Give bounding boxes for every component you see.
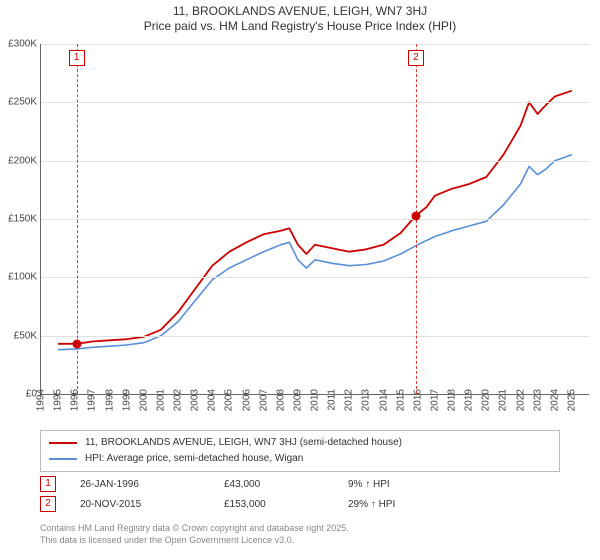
x-tick-label: 1994 [36, 389, 47, 411]
legend-row-series-1: 11, BROOKLANDS AVENUE, LEIGH, WN7 3HJ (s… [49, 435, 551, 451]
x-tick-label: 2025 [566, 389, 577, 411]
x-tick-label: 2009 [292, 389, 303, 411]
footer-line-2: This data is licensed under the Open Gov… [40, 534, 580, 546]
gridline-h [41, 161, 589, 162]
x-tick-label: 2016 [412, 389, 423, 411]
transaction-row-2: 2 20-NOV-2015 £153,000 29% ↑ HPI [40, 496, 560, 512]
x-tick-label: 2014 [378, 389, 389, 411]
x-tick-label: 1997 [87, 389, 98, 411]
x-tick-label: 2001 [155, 389, 166, 411]
y-tick-label: £150K [1, 214, 37, 225]
transaction-marker-box-1: 1 [69, 50, 85, 66]
x-tick-label: 2017 [429, 389, 440, 411]
x-tick-label: 2021 [498, 389, 509, 411]
transactions-table: 1 26-JAN-1996 £43,000 9% ↑ HPI 2 20-NOV-… [40, 476, 560, 516]
transaction-dot-1 [72, 339, 81, 348]
legend-label-2: HPI: Average price, semi-detached house,… [85, 451, 303, 467]
transaction-marker-2: 2 [40, 496, 56, 512]
chart-container: 11, BROOKLANDS AVENUE, LEIGH, WN7 3HJ Pr… [0, 0, 600, 560]
x-tick-label: 2011 [327, 389, 338, 411]
transaction-date-1: 26-JAN-1996 [80, 479, 200, 490]
series-line-2 [58, 155, 572, 350]
x-tick-label: 2024 [549, 389, 560, 411]
y-tick-label: £250K [1, 97, 37, 108]
x-tick-label: 2007 [258, 389, 269, 411]
gridline-h [41, 219, 589, 220]
footer-line-1: Contains HM Land Registry data © Crown c… [40, 522, 580, 534]
title-line-2: Price paid vs. HM Land Registry's House … [0, 19, 600, 34]
gridline-h [41, 336, 589, 337]
transaction-price-2: £153,000 [224, 499, 324, 510]
x-tick-label: 1995 [53, 389, 64, 411]
x-tick-label: 2006 [241, 389, 252, 411]
transaction-date-2: 20-NOV-2015 [80, 499, 200, 510]
y-tick-label: £100K [1, 272, 37, 283]
plot-area: £0£50K£100K£150K£200K£250K£300K199419951… [40, 44, 589, 395]
x-tick-label: 2005 [224, 389, 235, 411]
gridline-h [41, 102, 589, 103]
x-tick-label: 2008 [275, 389, 286, 411]
x-tick-label: 1998 [104, 389, 115, 411]
transaction-marker-box-2: 2 [408, 50, 424, 66]
x-tick-label: 2013 [361, 389, 372, 411]
transaction-pct-2: 29% ↑ HPI [348, 499, 448, 510]
x-tick-label: 2023 [532, 389, 543, 411]
x-tick-label: 2015 [395, 389, 406, 411]
x-tick-label: 2019 [464, 389, 475, 411]
x-tick-label: 1996 [70, 389, 81, 411]
x-tick-label: 2012 [344, 389, 355, 411]
legend-swatch-1 [49, 442, 77, 444]
gridline-h [41, 277, 589, 278]
title-line-1: 11, BROOKLANDS AVENUE, LEIGH, WN7 3HJ [0, 4, 600, 19]
gridline-h [41, 44, 589, 45]
transaction-row-1: 1 26-JAN-1996 £43,000 9% ↑ HPI [40, 476, 560, 492]
x-tick-label: 2000 [138, 389, 149, 411]
transaction-price-1: £43,000 [224, 479, 324, 490]
chart-title: 11, BROOKLANDS AVENUE, LEIGH, WN7 3HJ Pr… [0, 0, 600, 34]
x-tick-label: 2010 [310, 389, 321, 411]
x-tick-label: 2003 [190, 389, 201, 411]
legend-label-1: 11, BROOKLANDS AVENUE, LEIGH, WN7 3HJ (s… [85, 435, 402, 451]
x-tick-label: 2018 [447, 389, 458, 411]
transaction-marker-1: 1 [40, 476, 56, 492]
legend-row-series-2: HPI: Average price, semi-detached house,… [49, 451, 551, 467]
transaction-pct-1: 9% ↑ HPI [348, 479, 448, 490]
x-tick-label: 2004 [207, 389, 218, 411]
x-tick-label: 2002 [173, 389, 184, 411]
series-line-1 [58, 91, 572, 344]
y-tick-label: £50K [1, 330, 37, 341]
x-tick-label: 2022 [515, 389, 526, 411]
x-tick-label: 1999 [121, 389, 132, 411]
x-tick-label: 2020 [481, 389, 492, 411]
y-tick-label: £200K [1, 155, 37, 166]
transaction-dot-2 [411, 211, 420, 220]
y-tick-label: £0 [1, 389, 37, 400]
legend-box: 11, BROOKLANDS AVENUE, LEIGH, WN7 3HJ (s… [40, 430, 560, 472]
footer-note: Contains HM Land Registry data © Crown c… [40, 522, 580, 546]
y-tick-label: £300K [1, 39, 37, 50]
legend-swatch-2 [49, 458, 77, 460]
